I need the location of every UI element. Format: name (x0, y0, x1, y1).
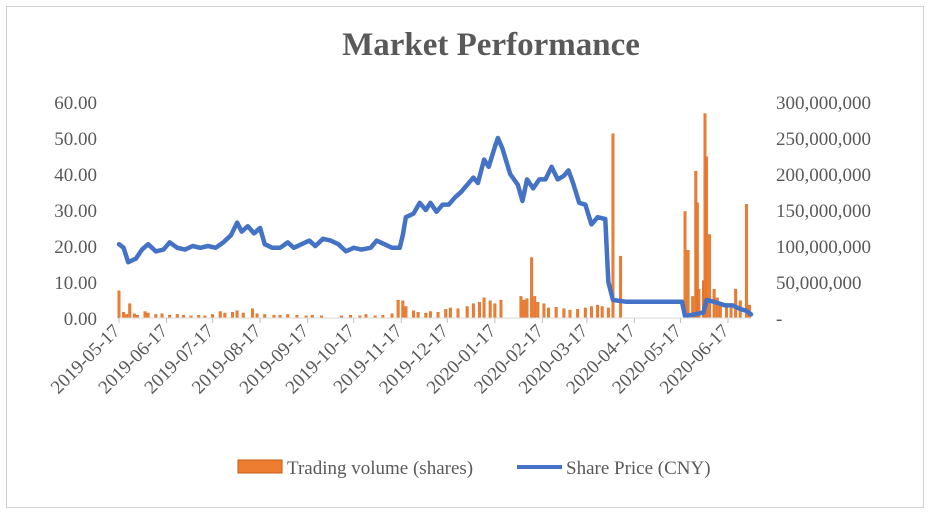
volume-bar (536, 302, 540, 319)
y-left-tick-label: 50.00 (54, 129, 97, 150)
volume-bar (542, 303, 546, 319)
volume-bar (390, 313, 394, 319)
legend: Trading volume (shares) Share Price (CNY… (237, 458, 711, 479)
volume-bar (448, 307, 452, 319)
volume-bar (160, 313, 164, 319)
volume-bar (568, 309, 572, 319)
chart-frame (6, 6, 924, 508)
price-line (116, 135, 754, 319)
volume-bar (576, 309, 580, 319)
y-right-tick-label: 50,000,000 (776, 273, 862, 294)
volume-bar (619, 255, 623, 319)
volume-bar (416, 312, 420, 319)
volume-bar (729, 307, 733, 319)
volume-bar (143, 311, 147, 319)
y-left-tick-label: 10.00 (54, 273, 97, 294)
volume-bar (606, 307, 610, 319)
volume-bar (478, 302, 481, 319)
volume-bar (488, 300, 492, 319)
legend-price-label: Share Price (CNY) (566, 458, 711, 479)
volume-bar (251, 308, 254, 319)
volume-bar (522, 299, 526, 319)
y-left-tick-label: 60.00 (54, 93, 97, 114)
volume-bar (590, 306, 593, 319)
volume-bar (286, 314, 290, 319)
y-right-tick-label: 100,000,000 (776, 237, 871, 258)
volume-bar (744, 204, 748, 319)
volume-bar (125, 314, 129, 319)
volume-bar (499, 299, 503, 319)
volume-bar (401, 300, 405, 319)
volume-bar (471, 303, 475, 319)
volume-bar (235, 310, 239, 319)
y-left-tick-label: 0.00 (64, 309, 97, 330)
volume-bar (412, 310, 415, 319)
price-line-group (116, 135, 754, 319)
volume-bar (705, 156, 708, 319)
y-right-tick-label: 250,000,000 (776, 129, 871, 150)
volume-bar (424, 312, 428, 319)
volume-bar (146, 312, 150, 319)
y-right-tick-label: - (776, 309, 782, 330)
volume-bar (241, 312, 245, 319)
y-right-tick-label: 300,000,000 (776, 93, 871, 114)
volume-bar (530, 257, 534, 319)
volume-bar (547, 307, 550, 319)
legend-volume-swatch (237, 459, 283, 474)
volume-bar (600, 306, 604, 319)
volume-bar (456, 308, 460, 319)
volume-bar (263, 314, 267, 319)
volume-bar (218, 311, 222, 319)
volume-bar (364, 314, 368, 319)
volume-bar (583, 307, 587, 319)
volume-bar (428, 311, 432, 319)
volume-bar (175, 314, 179, 319)
volume-bar (404, 306, 408, 319)
y-right-tick-label: 200,000,000 (776, 165, 871, 186)
volume-bar (686, 250, 690, 319)
volume-bar (444, 309, 448, 319)
volume-bar (128, 303, 132, 319)
volume-bar (255, 313, 259, 319)
volume-bar (223, 312, 227, 319)
volume-bar (708, 234, 712, 319)
volume-bar (396, 299, 400, 319)
volume-bar (533, 296, 537, 319)
y-right-tick-label: 150,000,000 (776, 201, 871, 222)
volume-bar (117, 290, 121, 319)
y-left-tick-label: 30.00 (54, 201, 97, 222)
volume-bar (465, 306, 469, 319)
volume-bar (154, 314, 158, 319)
volume-bar (482, 297, 486, 319)
volume-bar (562, 308, 566, 319)
volume-bar (525, 298, 529, 319)
y-left-tick-label: 20.00 (54, 237, 97, 258)
volume-bar (122, 312, 126, 319)
y-left-tick-label: 40.00 (54, 165, 97, 186)
chart-title: Market Performance (342, 27, 640, 63)
volume-bar (493, 303, 497, 319)
volume-bar (596, 304, 600, 319)
volume-bar (132, 313, 136, 319)
volume-bar (436, 312, 440, 319)
volume-bar (519, 296, 523, 319)
volume-bar (554, 307, 558, 319)
volume-bar (231, 312, 234, 319)
volume-bar (734, 289, 738, 319)
legend-volume-label: Trading volume (shares) (287, 458, 473, 479)
volume-bars (117, 113, 751, 319)
volume-bar (211, 314, 215, 319)
